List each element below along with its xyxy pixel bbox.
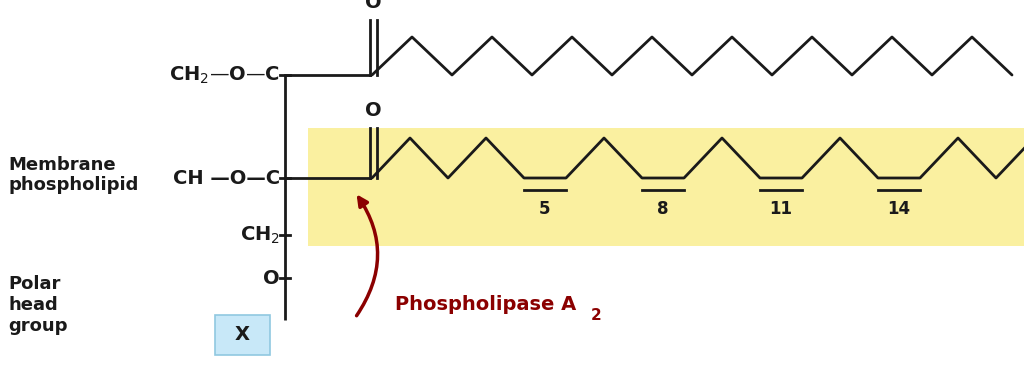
Text: O: O: [365, 0, 381, 12]
Text: 5: 5: [540, 200, 551, 218]
Text: 14: 14: [888, 200, 910, 218]
Text: X: X: [234, 325, 250, 345]
Bar: [215, 315, 270, 355]
Bar: [308, 128, 1024, 246]
Text: Phospholipase A: Phospholipase A: [395, 296, 577, 315]
Text: 2: 2: [591, 308, 602, 323]
Text: CH$_2$: CH$_2$: [240, 224, 280, 246]
Text: 11: 11: [769, 200, 793, 218]
Text: CH$_2$—O—C: CH$_2$—O—C: [169, 64, 280, 85]
Text: Polar
head
group: Polar head group: [8, 275, 68, 335]
Text: O: O: [263, 268, 280, 288]
Text: 8: 8: [657, 200, 669, 218]
Text: CH —O—C: CH —O—C: [173, 169, 280, 187]
Text: Membrane
phospholipid: Membrane phospholipid: [8, 156, 138, 194]
FancyArrowPatch shape: [356, 198, 378, 316]
Text: O: O: [365, 101, 381, 120]
